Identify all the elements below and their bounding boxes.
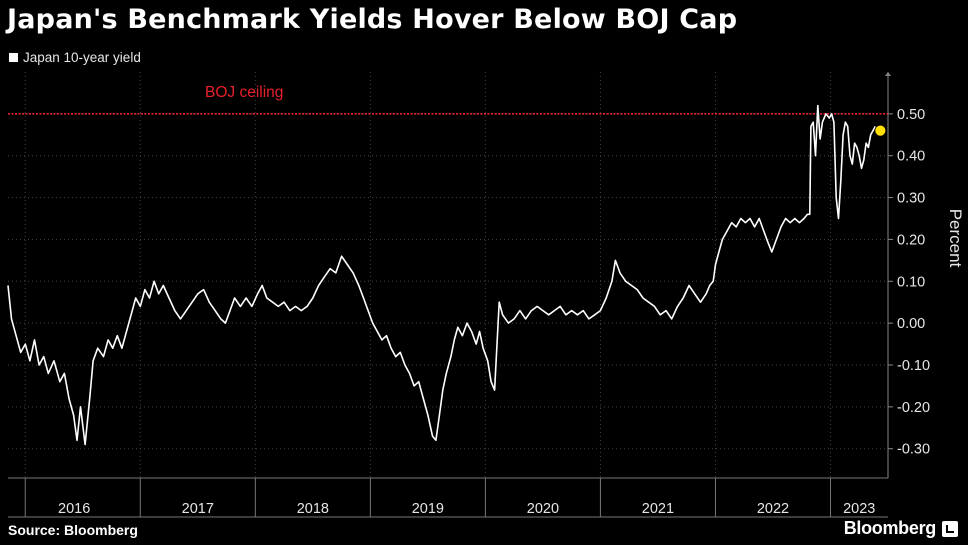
last-point-dot (874, 124, 887, 137)
boj-ceiling-label: BOJ ceiling (205, 84, 283, 101)
legend: Japan 10-year yield (9, 50, 141, 65)
x-tick-label: 2020 (527, 501, 559, 517)
legend-swatch (9, 53, 18, 62)
boj-ceiling: BOJ ceiling (8, 84, 888, 115)
brand-logo: Bloomberg (843, 518, 937, 538)
legend-label: Japan 10-year yield (23, 50, 141, 65)
y-tick-label: -0.10 (897, 358, 930, 374)
x-tick-label: 2022 (757, 501, 789, 517)
series-line-japan-10y (7, 104, 877, 446)
y-tick-label: 0.10 (897, 274, 925, 290)
y-tick-label: 0.50 (897, 107, 925, 123)
chart-title: Japan's Benchmark Yields Hover Below BOJ… (7, 4, 738, 35)
y-tick-label: -0.30 (897, 442, 930, 458)
x-tick-label: 2016 (58, 501, 90, 517)
source-note: Source: Bloomberg (8, 522, 138, 538)
y-axis-label: Percent (946, 209, 965, 268)
x-tick-label: 2017 (182, 501, 214, 517)
y-tick-label: 0.40 (897, 149, 925, 165)
y-axis: 0.50 0.40 0.30 0.20 0.10 0.00 -0.10 -0.20 -0.30 (885, 72, 930, 478)
last-point-marker (874, 124, 887, 137)
y-tick-label: 0.20 (897, 232, 925, 248)
x-tick-label: 2019 (412, 501, 444, 517)
x-tick-label: 2021 (642, 501, 674, 517)
y-tick-label: 0.00 (897, 316, 925, 332)
x-tick-label: 2023 (843, 501, 875, 517)
bloomberg-chart-icon (942, 521, 958, 537)
y-tick-label: 0.30 (897, 191, 925, 207)
y-tick-label: -0.20 (897, 400, 930, 416)
y-axis-arrow (885, 72, 891, 76)
x-axis-bands: 2016 2017 2018 2019 2020 2021 2022 2023 (8, 72, 888, 518)
x-tick-label: 2018 (297, 501, 329, 517)
